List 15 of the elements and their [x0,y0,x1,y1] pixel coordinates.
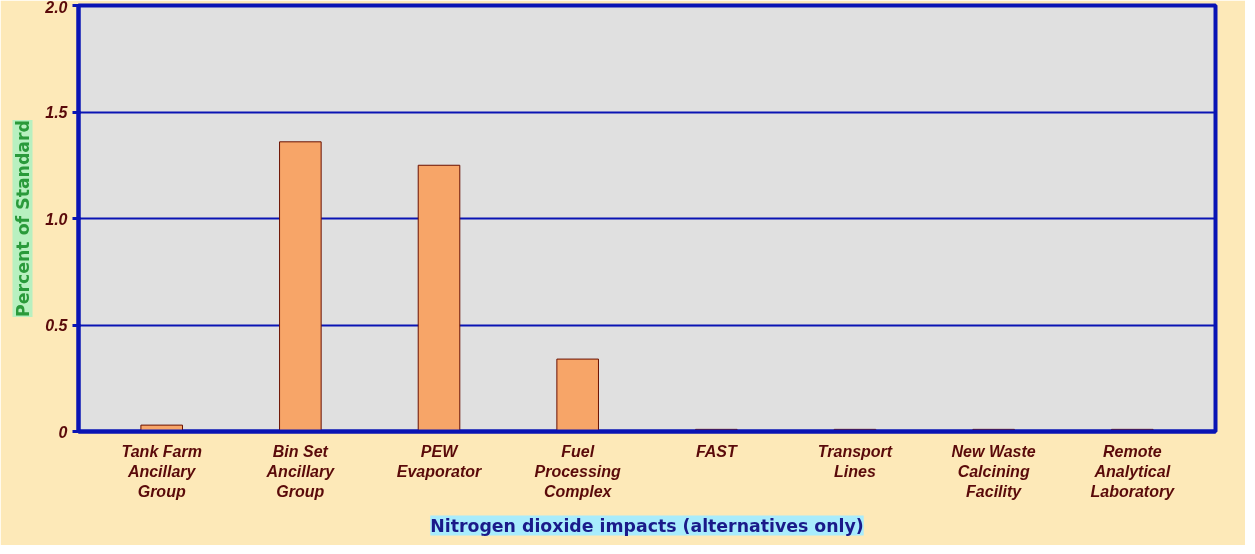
x-tick-label: Tank Farm Ancillary Group [121,442,202,501]
x-tick-label: New Waste Calcining Facility [951,442,1036,501]
y-tick-label: 1.0 [45,210,68,228]
y-tick-label: 0 [58,423,68,441]
x-tick-label: Transport Lines [817,442,893,480]
x-tick-label: FAST [695,442,738,460]
x-tick-label: Remote Analytical Laboratory [1090,442,1176,501]
x-tick-label: Fuel Processing Complex [534,442,622,501]
y-tick-label: 2.0 [44,0,68,16]
x-axis-title: Nitrogen dioxide impacts (alternatives only) [430,515,864,536]
x-tick-label: PEW Evaporator [396,442,483,480]
y-tick-label: 1.5 [45,104,69,121]
x-tick-label: Bin Set Ancillary Group [265,442,336,501]
y-axis-title: Percent of Standard [12,119,33,317]
y-tick-label: 0.5 [45,317,69,334]
